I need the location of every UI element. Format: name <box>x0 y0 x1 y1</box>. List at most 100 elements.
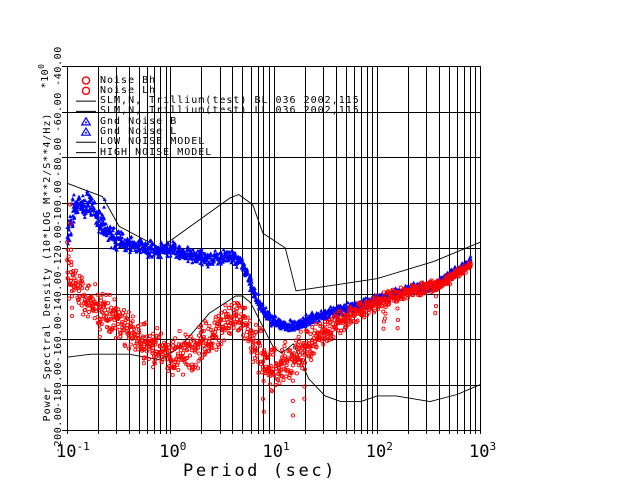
scatter-point <box>314 344 319 349</box>
scatter-point <box>271 352 276 357</box>
legend-label-3: SLM,N, Trillium(test) LL 036 2002,115 <box>100 105 360 117</box>
scatter-point <box>160 357 165 362</box>
scatter-point <box>99 316 104 321</box>
scatter-point <box>98 317 103 322</box>
scatter-point <box>227 306 232 311</box>
scatter-point <box>222 338 227 343</box>
scatter-point <box>259 359 264 364</box>
scatter-point <box>104 310 109 316</box>
scatter-point <box>216 326 221 331</box>
x-tick-label-2: 101 <box>263 441 290 461</box>
x-tick-label-0: 10-1 <box>56 441 90 462</box>
scatter-point <box>151 364 156 370</box>
scatter-point <box>243 315 248 320</box>
scatter-point <box>297 353 302 358</box>
scatter-point <box>264 370 269 376</box>
scatter-point <box>289 357 295 362</box>
scatter-point <box>304 330 309 335</box>
scatter-point <box>123 313 128 318</box>
scatter-point <box>260 396 266 401</box>
scatter-point <box>95 292 100 297</box>
scatter-point <box>271 366 276 372</box>
legend-circle-marker <box>81 86 91 96</box>
scatter-point <box>254 351 260 356</box>
scatter-point <box>277 381 282 386</box>
scatter-point <box>298 329 303 334</box>
scatter-point <box>216 322 221 327</box>
scatter-point <box>70 305 75 310</box>
scatter-point <box>234 309 239 314</box>
scatter-point <box>395 326 400 331</box>
scatter-point <box>367 299 372 304</box>
scatter-point <box>173 359 178 364</box>
scatter-point <box>199 328 204 334</box>
scatter-point <box>245 326 250 332</box>
scatter-point <box>329 317 334 322</box>
scatter-point <box>247 333 252 338</box>
scatter-point <box>163 342 168 348</box>
scatter-point <box>117 313 122 319</box>
scatter-point <box>113 325 118 331</box>
scatter-point <box>142 347 147 352</box>
scatter-point <box>278 368 284 373</box>
scatter-point <box>424 285 429 290</box>
scatter-point <box>355 318 360 323</box>
scatter-point <box>310 325 315 330</box>
scatter-point <box>236 328 241 333</box>
scatter-point <box>281 377 286 382</box>
scatter-point <box>272 346 277 351</box>
scatter-point <box>401 297 406 302</box>
scatter-point <box>260 359 266 364</box>
scatter-point <box>433 311 438 316</box>
scatter-point <box>261 378 266 383</box>
scatter-point <box>321 342 326 347</box>
scatter-point <box>201 334 206 339</box>
x-tick-label-4: 103 <box>469 441 496 461</box>
scatter-point <box>80 285 85 291</box>
x-tick-exponent: -1 <box>76 440 90 453</box>
scatter-point <box>422 291 427 296</box>
scatter-point <box>387 291 392 296</box>
x-tick-base: 10 <box>56 442 77 462</box>
scatter-point <box>253 322 258 327</box>
scatter-point <box>294 371 299 376</box>
scatter-point <box>150 351 155 356</box>
scatter-point <box>136 336 142 341</box>
scatter-point <box>202 347 207 352</box>
y-axis-multiplier-exponent: 0 <box>37 63 46 69</box>
scatter-point <box>339 328 344 333</box>
scatter-point <box>149 337 154 343</box>
legend-label-4: Gnd Noise B <box>100 115 178 127</box>
scatter-point <box>261 409 266 414</box>
scatter-point <box>233 321 238 326</box>
scatter-point <box>105 301 111 306</box>
scatter-point <box>285 367 290 372</box>
scatter-point <box>468 262 473 267</box>
scatter-point <box>187 353 193 358</box>
scatter-point <box>296 363 301 368</box>
scatter-point <box>168 355 173 360</box>
scatter-point <box>236 304 241 309</box>
scatter-point <box>272 373 277 378</box>
scatter-point <box>353 307 358 312</box>
x-tick-label-3: 102 <box>365 441 393 462</box>
scatter-point <box>146 346 151 351</box>
scatter-point <box>217 344 222 349</box>
scatter-point <box>86 283 91 288</box>
scatter-point <box>213 317 218 322</box>
scatter-point <box>282 354 287 359</box>
x-tick-base: 10 <box>365 442 387 462</box>
y-tick-label-4: -120.00 <box>53 224 64 272</box>
scatter-point <box>447 282 453 287</box>
scatter-point <box>206 349 212 354</box>
scatter-point <box>308 344 313 349</box>
y-axis-title: Power Spectral Density (10*LOG M**2/S**4… <box>42 112 53 422</box>
scatter-point <box>151 354 157 359</box>
scatter-point <box>251 340 256 345</box>
scatter-point <box>128 342 133 347</box>
scatter-point <box>381 326 386 331</box>
scatter-point <box>302 384 307 389</box>
scatter-point <box>216 338 222 343</box>
scatter-point <box>189 345 194 350</box>
x-tick-exponent: 1 <box>282 440 290 453</box>
